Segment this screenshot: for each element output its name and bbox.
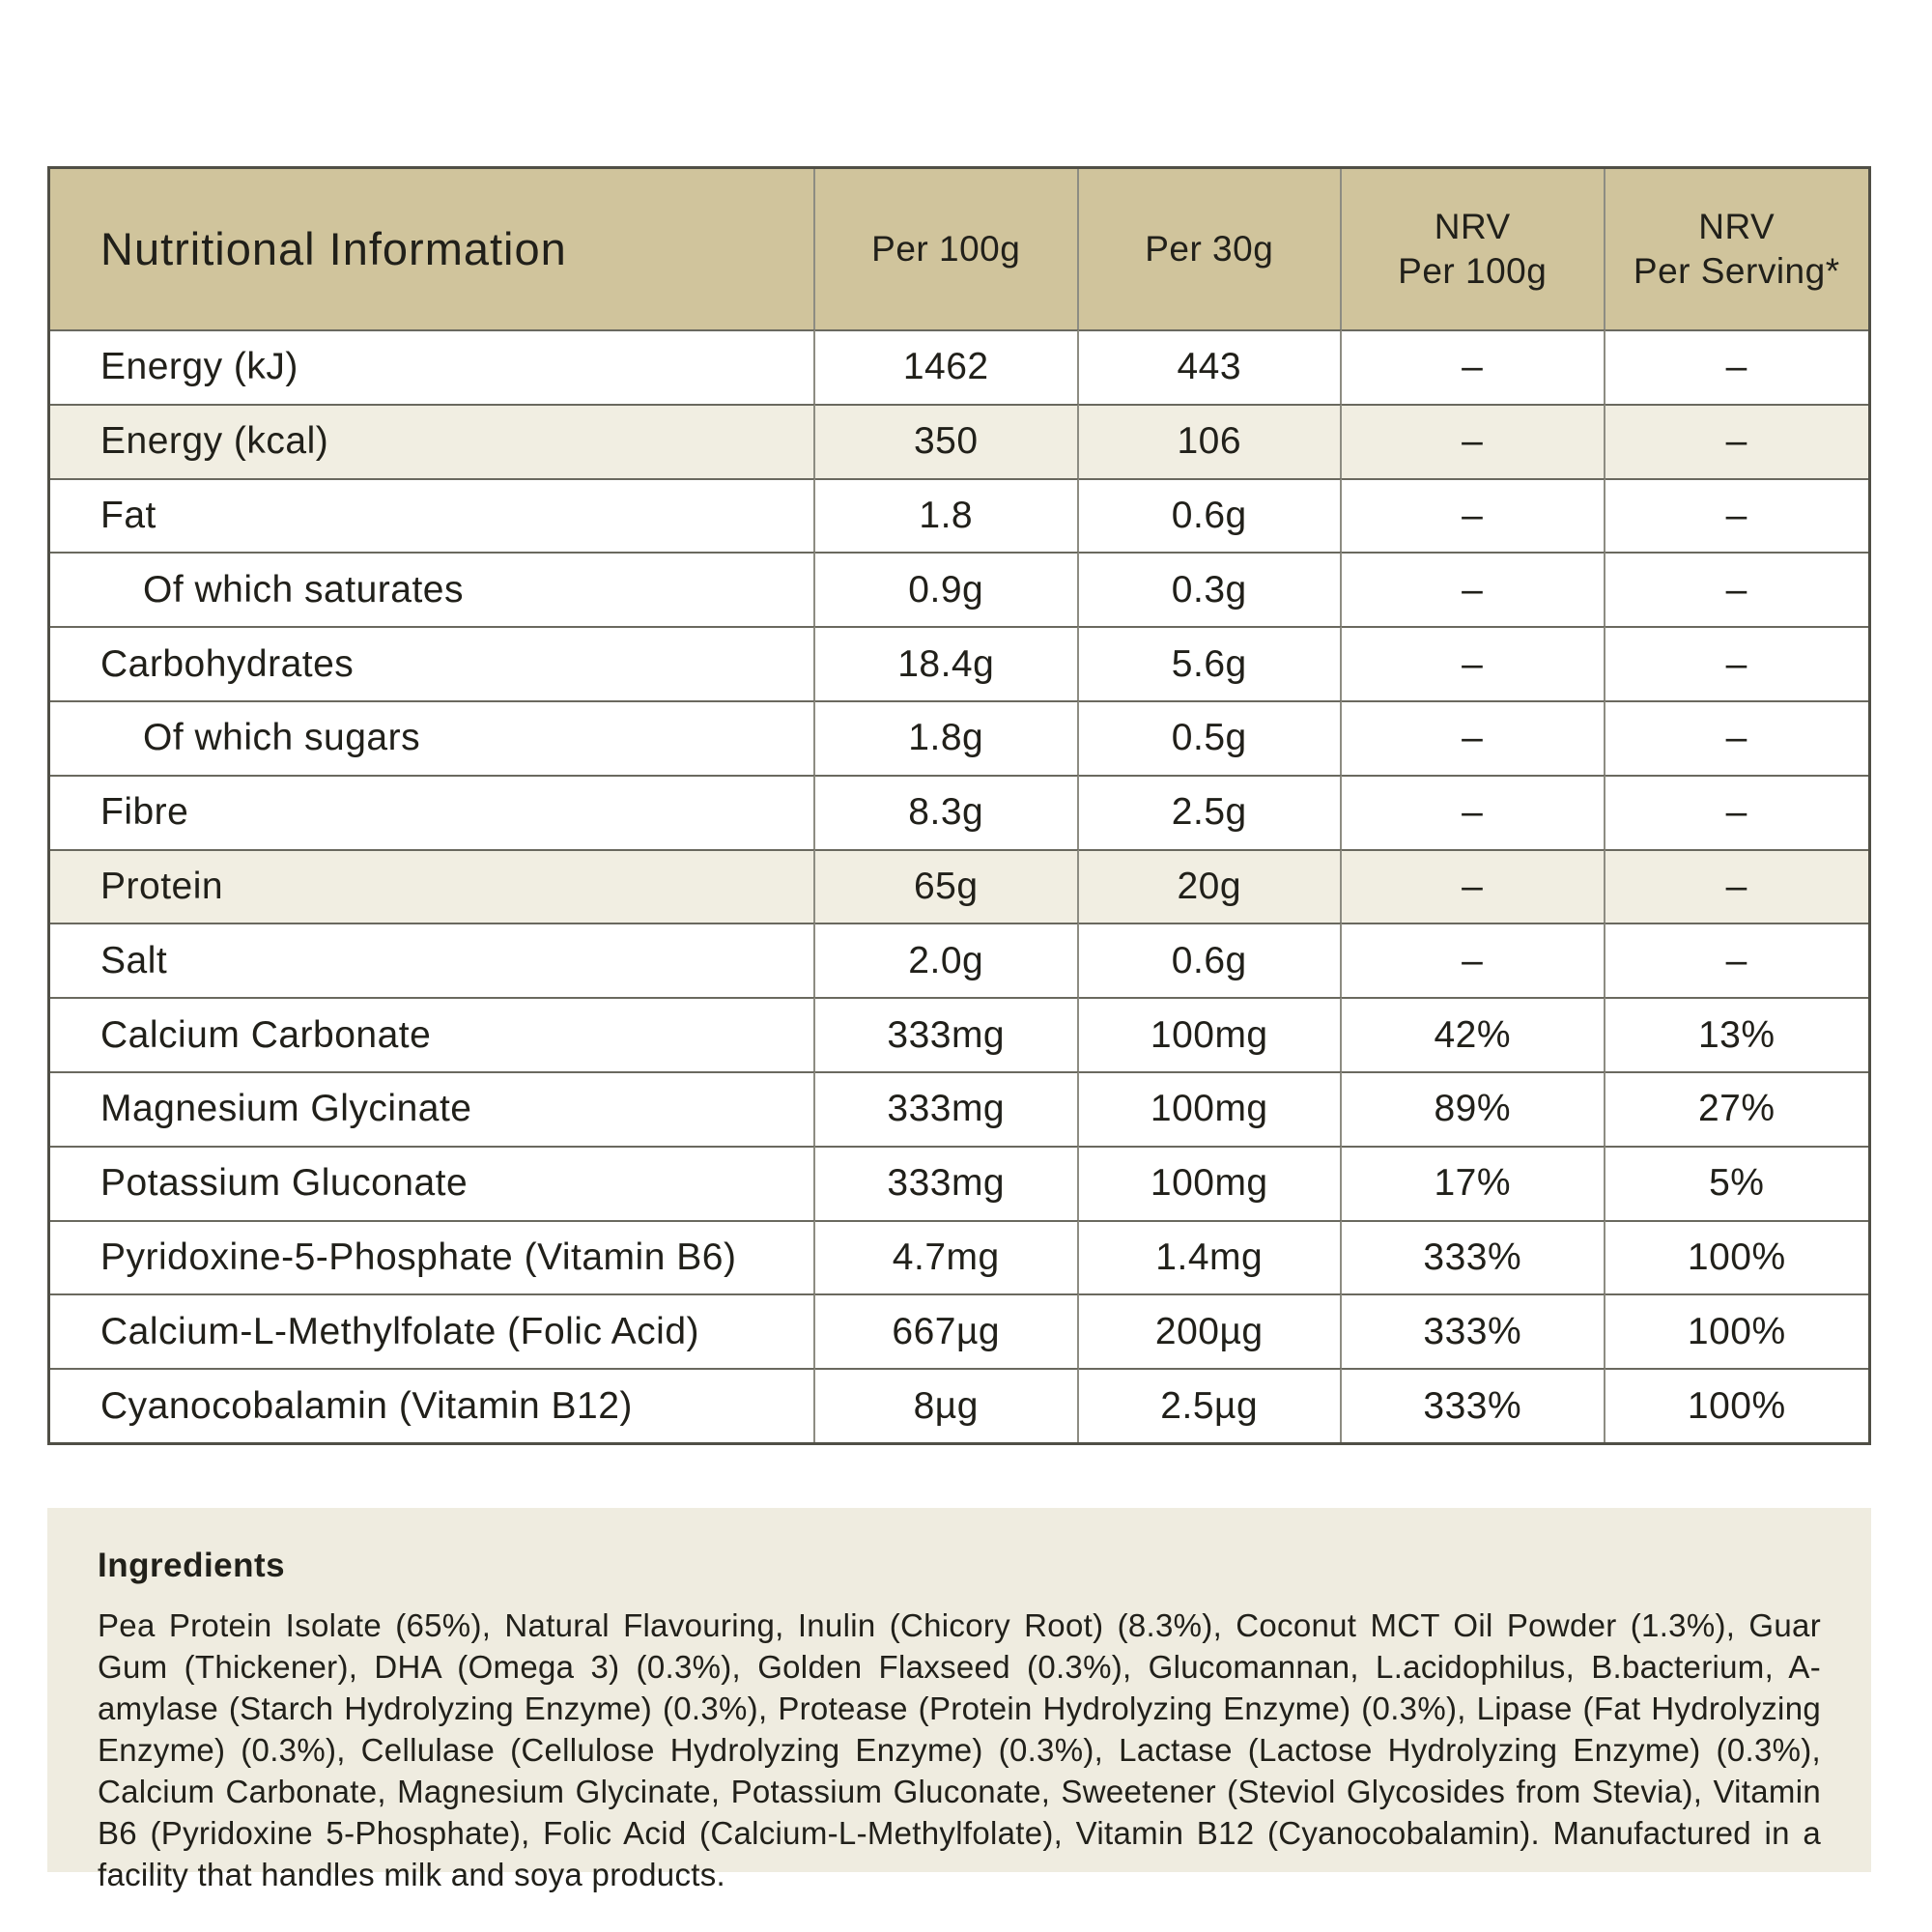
value-nrv-per-serving: 13% [1605,997,1868,1071]
value-nrv-per-100g: 333% [1342,1219,1605,1294]
value-per-100g: 8µg [815,1368,1079,1442]
row-label: Calcium-L-Methylfolate (Folic Acid) [50,1293,815,1369]
value-per-30g: 2.5µg [1078,1368,1342,1442]
value-per-30g: 0.5g [1078,700,1342,775]
ingredients-section: Ingredients Pea Protein Isolate (65%), N… [47,1508,1871,1892]
value-per-100g: 4.7mg [815,1219,1079,1294]
value-per-100g: 1.8 [815,477,1079,553]
value-nrv-per-100g: – [1342,848,1605,923]
row-label: Carbohydrates [50,626,815,700]
value-per-100g: 333mg [815,1145,1079,1220]
value-nrv-per-serving: – [1605,774,1868,849]
row-label: Salt [50,923,815,998]
header-nrv-per-serving-line2: Per Serving* [1633,251,1840,291]
value-per-30g: 0.3g [1078,552,1342,627]
value-nrv-per-100g: 333% [1342,1368,1605,1442]
header-nrv-per-100g-line2: Per 100g [1398,251,1548,291]
header-nrv-per-100g: NRV Per 100g [1342,169,1605,329]
row-label: Fibre [50,774,815,849]
value-per-30g: 0.6g [1078,477,1342,553]
row-label: Magnesium Glycinate [50,1071,815,1146]
value-per-100g: 0.9g [815,552,1079,627]
row-label: Energy (kJ) [50,329,815,404]
value-per-100g: 333mg [815,997,1079,1071]
row-label: Energy (kcal) [50,403,815,478]
value-per-30g: 2.5g [1078,774,1342,849]
header-nrv-per-100g-line1: NRV [1434,207,1511,246]
row-label: Cyanocobalamin (Vitamin B12) [50,1368,815,1442]
value-per-100g: 1462 [815,329,1079,404]
row-label: Of which saturates [50,552,815,627]
row-label: Fat [50,477,815,553]
value-nrv-per-serving: – [1605,552,1868,627]
value-nrv-per-100g: – [1342,774,1605,849]
value-nrv-per-serving: 27% [1605,1071,1868,1146]
value-per-100g: 350 [815,403,1079,478]
value-per-100g: 8.3g [815,774,1079,849]
value-nrv-per-serving: – [1605,626,1868,700]
value-per-100g: 1.8g [815,700,1079,775]
value-per-30g: 106 [1078,403,1342,478]
value-per-30g: 20g [1078,848,1342,923]
value-nrv-per-serving: – [1605,403,1868,478]
value-nrv-per-100g: – [1342,329,1605,404]
row-label: Of which sugars [50,700,815,775]
value-per-100g: 2.0g [815,923,1079,998]
value-nrv-per-100g: – [1342,403,1605,478]
value-nrv-per-serving: – [1605,848,1868,923]
ingredients-heading: Ingredients [98,1547,286,1584]
header-nrv-per-serving: NRV Per Serving* [1605,169,1868,329]
value-nrv-per-100g: 42% [1342,997,1605,1071]
value-per-100g: 18.4g [815,626,1079,700]
value-per-30g: 1.4mg [1078,1219,1342,1294]
value-nrv-per-serving: – [1605,923,1868,998]
value-per-30g: 5.6g [1078,626,1342,700]
header-nrv-per-serving-line1: NRV [1698,207,1776,246]
value-nrv-per-serving: 100% [1605,1219,1868,1294]
value-nrv-per-100g: – [1342,477,1605,553]
header-nutritional-information: Nutritional Information [50,169,815,329]
value-nrv-per-serving: 100% [1605,1293,1868,1369]
value-per-100g: 65g [815,848,1079,923]
value-per-30g: 100mg [1078,997,1342,1071]
nutrition-table: Nutritional Information Per 100g Per 30g… [47,166,1871,1445]
row-label: Potassium Gluconate [50,1145,815,1220]
value-nrv-per-100g: – [1342,700,1605,775]
value-per-30g: 100mg [1078,1071,1342,1146]
value-per-100g: 333mg [815,1071,1079,1146]
value-per-30g: 200µg [1078,1293,1342,1369]
value-per-30g: 100mg [1078,1145,1342,1220]
ingredients-text: Pea Protein Isolate (65%), Natural Flavo… [98,1607,1821,1892]
value-nrv-per-serving: – [1605,477,1868,553]
value-per-30g: 443 [1078,329,1342,404]
value-nrv-per-serving: 5% [1605,1145,1868,1220]
value-nrv-per-serving: – [1605,700,1868,775]
value-per-100g: 667µg [815,1293,1079,1369]
value-nrv-per-serving: 100% [1605,1368,1868,1442]
value-nrv-per-100g: – [1342,626,1605,700]
value-nrv-per-100g: 17% [1342,1145,1605,1220]
value-per-30g: 0.6g [1078,923,1342,998]
value-nrv-per-100g: – [1342,552,1605,627]
value-nrv-per-100g: 333% [1342,1293,1605,1369]
row-label: Calcium Carbonate [50,997,815,1071]
header-per-100g: Per 100g [815,169,1079,329]
header-per-30g: Per 30g [1078,169,1342,329]
value-nrv-per-100g: – [1342,923,1605,998]
value-nrv-per-serving: – [1605,329,1868,404]
row-label: Protein [50,848,815,923]
value-nrv-per-100g: 89% [1342,1071,1605,1146]
row-label: Pyridoxine-5-Phosphate (Vitamin B6) [50,1219,815,1294]
